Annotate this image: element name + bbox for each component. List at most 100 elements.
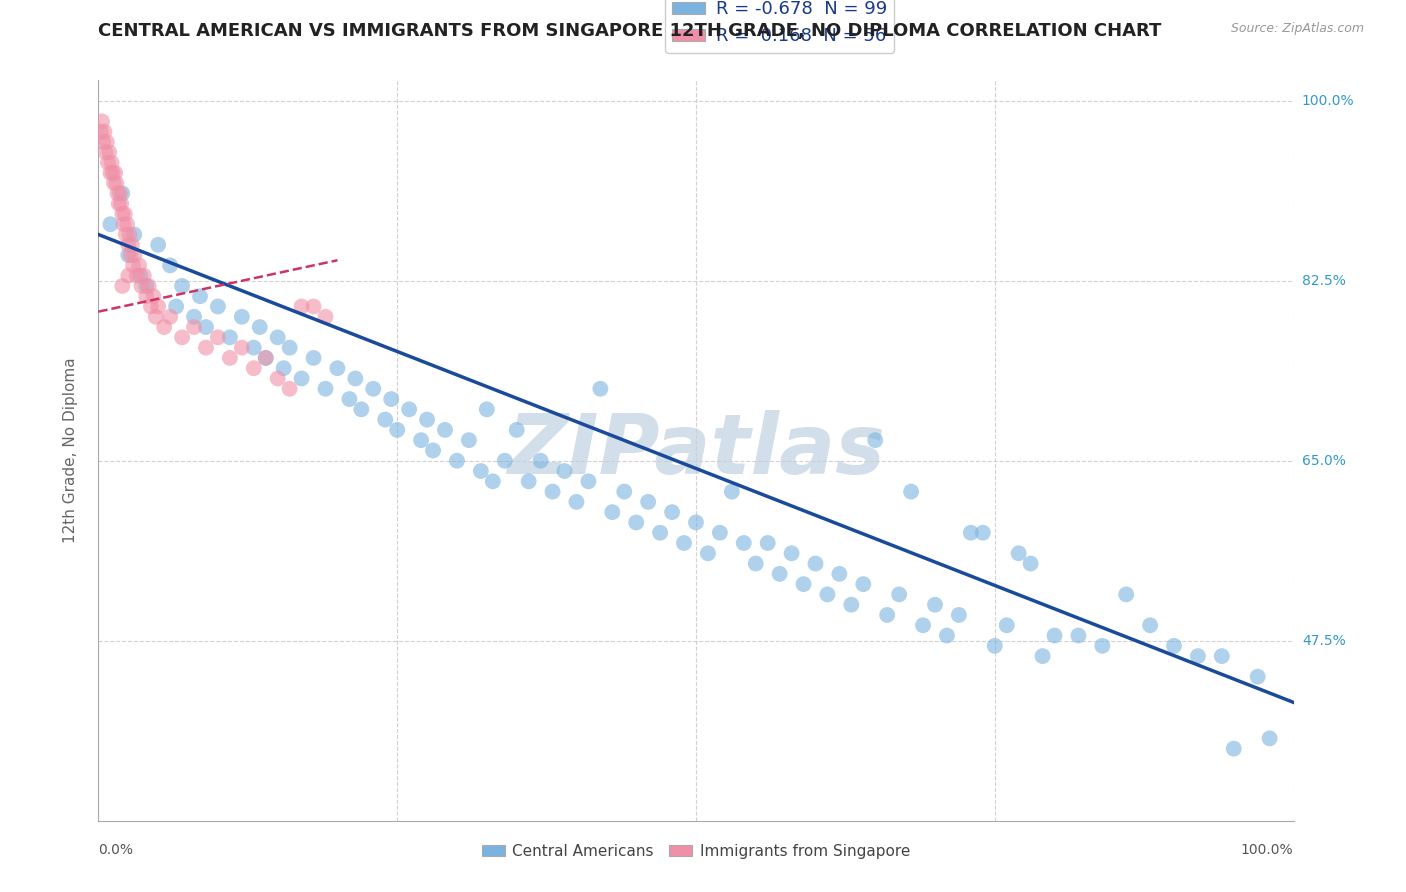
Point	[602, 505, 624, 519]
Point	[278, 341, 301, 355]
Point	[422, 443, 444, 458]
Point	[219, 330, 242, 344]
Point	[578, 475, 600, 489]
Point	[121, 237, 143, 252]
Point	[138, 279, 160, 293]
Point	[339, 392, 361, 406]
Point	[589, 382, 612, 396]
Point	[132, 268, 155, 283]
Point	[315, 382, 337, 396]
Point	[673, 536, 696, 550]
Point	[103, 176, 125, 190]
Text: 47.5%: 47.5%	[1302, 633, 1346, 648]
Point	[98, 145, 121, 160]
Point	[865, 433, 887, 447]
Text: Source: ZipAtlas.com: Source: ZipAtlas.com	[1230, 22, 1364, 36]
Point	[105, 176, 128, 190]
Point	[344, 371, 367, 385]
Point	[94, 145, 117, 160]
Point	[475, 402, 498, 417]
Point	[900, 484, 922, 499]
Point	[1115, 587, 1137, 601]
Point	[995, 618, 1018, 632]
Point	[697, 546, 720, 560]
Text: ZIPatlas: ZIPatlas	[508, 410, 884, 491]
Point	[124, 248, 146, 262]
Point	[91, 135, 114, 149]
Point	[254, 351, 277, 365]
Point	[115, 227, 138, 242]
Point	[172, 330, 194, 344]
Point	[793, 577, 815, 591]
Point	[128, 259, 150, 273]
Point	[172, 279, 194, 293]
Point	[231, 341, 253, 355]
Point	[107, 186, 129, 201]
Point	[924, 598, 946, 612]
Point	[385, 423, 409, 437]
Point	[481, 475, 505, 489]
Point	[1032, 649, 1054, 664]
Point	[129, 268, 152, 283]
Point	[124, 227, 146, 242]
Point	[363, 382, 385, 396]
Point	[101, 166, 124, 180]
Point	[111, 207, 134, 221]
Text: 82.5%: 82.5%	[1302, 274, 1346, 288]
Point	[104, 166, 127, 180]
Text: CENTRAL AMERICAN VS IMMIGRANTS FROM SINGAPORE 12TH GRADE, NO DIPLOMA CORRELATION: CENTRAL AMERICAN VS IMMIGRANTS FROM SING…	[98, 22, 1161, 40]
Legend: Central Americans, Immigrants from Singapore: Central Americans, Immigrants from Singa…	[475, 838, 917, 865]
Point	[554, 464, 576, 478]
Point	[135, 279, 157, 293]
Point	[721, 484, 744, 499]
Point	[936, 628, 959, 642]
Point	[1187, 649, 1209, 664]
Point	[135, 289, 157, 303]
Point	[302, 351, 325, 365]
Point	[768, 566, 790, 581]
Point	[1247, 670, 1270, 684]
Text: 100.0%: 100.0%	[1302, 94, 1354, 108]
Point	[115, 217, 138, 231]
Point	[183, 320, 205, 334]
Point	[207, 330, 229, 344]
Point	[494, 454, 516, 468]
Point	[254, 351, 277, 365]
Point	[756, 536, 779, 550]
Point	[541, 484, 564, 499]
Y-axis label: 12th Grade, No Diploma: 12th Grade, No Diploma	[63, 358, 77, 543]
Point	[110, 196, 132, 211]
Point	[108, 186, 131, 201]
Point	[530, 454, 553, 468]
Point	[565, 495, 588, 509]
Point	[96, 135, 118, 149]
Point	[183, 310, 205, 324]
Text: 65.0%: 65.0%	[1302, 454, 1346, 467]
Point	[139, 300, 162, 314]
Point	[911, 618, 934, 632]
Point	[195, 320, 218, 334]
Point	[291, 371, 314, 385]
Point	[398, 402, 420, 417]
Point	[93, 125, 115, 139]
Point	[273, 361, 295, 376]
Point	[745, 557, 768, 571]
Point	[416, 412, 439, 426]
Point	[291, 300, 314, 314]
Point	[111, 186, 134, 201]
Point	[112, 217, 135, 231]
Point	[446, 454, 468, 468]
Point	[207, 300, 229, 314]
Point	[278, 382, 301, 396]
Point	[243, 341, 266, 355]
Point	[107, 196, 129, 211]
Point	[120, 248, 142, 262]
Point	[613, 484, 636, 499]
Point	[148, 300, 170, 314]
Point	[648, 525, 672, 540]
Point	[804, 557, 827, 571]
Point	[637, 495, 659, 509]
Point	[889, 587, 911, 601]
Point	[780, 546, 803, 560]
Point	[90, 125, 112, 139]
